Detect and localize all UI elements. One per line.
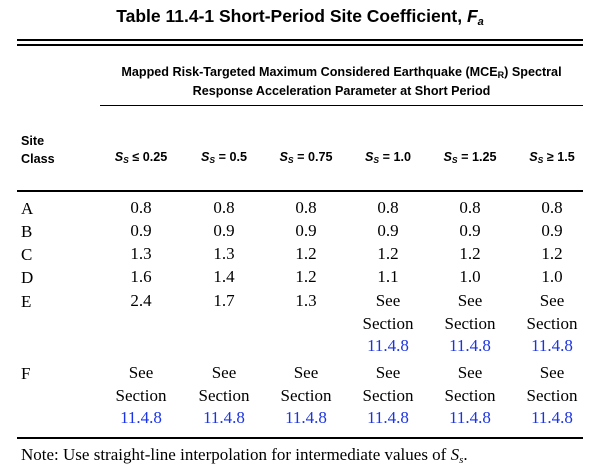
cell-text: Section — [362, 313, 414, 333]
table-cell: 0.8 — [295, 198, 317, 217]
table-cell: 1.2 — [295, 267, 317, 286]
table-cell: See Section 11.4.8 — [347, 290, 429, 358]
site-class-d: D — [21, 268, 34, 287]
site-class-a: A — [21, 199, 34, 218]
column-header-4: SS = 1.0 — [365, 150, 411, 165]
cell-text: See — [211, 363, 237, 382]
table-cell: 0.9 — [213, 221, 235, 240]
table-cell: 1.2 — [295, 244, 317, 263]
table-cell: 0.8 — [459, 198, 481, 217]
table-note: Note: Use straight-line interpolation fo… — [21, 445, 468, 466]
table-cell: 0.9 — [459, 221, 481, 240]
cell-text: Section — [526, 385, 578, 405]
table-cell: 0.9 — [541, 221, 563, 240]
column-header-5: SS = 1.25 — [443, 150, 497, 165]
table-cell: 0.9 — [295, 221, 317, 240]
column-header-6: SS ≥ 1.5 — [529, 150, 575, 165]
section-link[interactable]: 11.4.8 — [285, 408, 327, 427]
site-class-c: C — [21, 245, 33, 264]
table-cell: 1.0 — [541, 267, 563, 286]
table-cell: 0.8 — [541, 198, 563, 217]
table-cell: 1.3 — [295, 291, 317, 310]
table-cell: 1.4 — [213, 267, 235, 286]
table-cell: 1.0 — [459, 267, 481, 286]
note-symbol: Ss — [450, 445, 464, 466]
cell-text: Section — [280, 385, 332, 405]
section-link[interactable]: 11.4.8 — [449, 408, 491, 427]
spanner-line-1: Mapped Risk-Targeted Maximum Considered … — [121, 65, 562, 80]
cell-text: Section — [198, 385, 250, 405]
table-cell: 1.1 — [377, 267, 399, 286]
table-cell: See Section 11.4.8 — [100, 362, 182, 430]
top-rule — [17, 39, 583, 41]
cell-text: See — [539, 363, 565, 382]
cell-text: Section — [444, 313, 496, 333]
column-header-1: SS ≤ 0.25 — [114, 150, 168, 165]
table-title-text: Table 11.4-1 Short-Period Site Coefficie… — [116, 6, 467, 26]
table-title: Table 11.4-1 Short-Period Site Coefficie… — [0, 6, 600, 28]
table-cell: 2.4 — [130, 291, 152, 310]
table-cell: 1.2 — [541, 244, 563, 263]
top-rule-inner — [17, 44, 583, 46]
table-cell: 0.8 — [377, 198, 399, 217]
cell-text: Section — [526, 313, 578, 333]
table-cell: See Section 11.4.8 — [183, 362, 265, 430]
section-link[interactable]: 11.4.8 — [367, 408, 409, 427]
cell-text: Section — [444, 385, 496, 405]
bottom-rule — [17, 437, 583, 439]
table-cell: 1.6 — [130, 267, 152, 286]
cell-text: See — [375, 291, 401, 310]
site-class-header: Site Class — [21, 134, 55, 166]
cell-text: See — [457, 363, 483, 382]
column-header-2: SS = 0.5 — [201, 150, 247, 165]
table-title-symbol: Fa — [466, 6, 484, 28]
site-class-e: E — [21, 292, 32, 311]
cell-text: See — [457, 291, 483, 310]
table-cell: 1.2 — [377, 244, 399, 263]
section-link[interactable]: 11.4.8 — [531, 408, 573, 427]
table-cell: 0.9 — [377, 221, 399, 240]
table-cell: See Section 11.4.8 — [429, 290, 511, 358]
cell-text: See — [375, 363, 401, 382]
spanner-rule — [100, 105, 583, 106]
table-cell: See Section 11.4.8 — [511, 290, 593, 358]
spanner-line-2: Response Acceleration Parameter at Short… — [192, 84, 491, 98]
section-link[interactable]: 11.4.8 — [367, 336, 409, 355]
section-link[interactable]: 11.4.8 — [531, 336, 573, 355]
table-cell: 0.8 — [130, 198, 152, 217]
site-class-b: B — [21, 222, 33, 241]
cell-text: See — [128, 363, 154, 382]
column-header-3: SS = 0.75 — [279, 150, 333, 165]
table-cell: 0.8 — [213, 198, 235, 217]
cell-text: Section — [115, 385, 167, 405]
table-cell: See Section 11.4.8 — [429, 362, 511, 430]
column-spanner-header: Mapped Risk-Targeted Maximum Considered … — [100, 64, 583, 99]
section-link[interactable]: 11.4.8 — [120, 408, 162, 427]
table-cell: See Section 11.4.8 — [265, 362, 347, 430]
header-rule — [17, 190, 583, 192]
table-cell: 1.2 — [459, 244, 481, 263]
section-link[interactable]: 11.4.8 — [449, 336, 491, 355]
cell-text: Section — [362, 385, 414, 405]
table-cell: 1.7 — [213, 291, 235, 310]
table-cell: See Section 11.4.8 — [347, 362, 429, 430]
table-cell: 0.9 — [130, 221, 152, 240]
site-class-f: F — [21, 364, 31, 383]
cell-text: See — [293, 363, 319, 382]
table-cell: See Section 11.4.8 — [511, 362, 593, 430]
cell-text: See — [539, 291, 565, 310]
section-link[interactable]: 11.4.8 — [203, 408, 245, 427]
table-cell: 1.3 — [130, 244, 152, 263]
table-cell: 1.3 — [213, 244, 235, 263]
